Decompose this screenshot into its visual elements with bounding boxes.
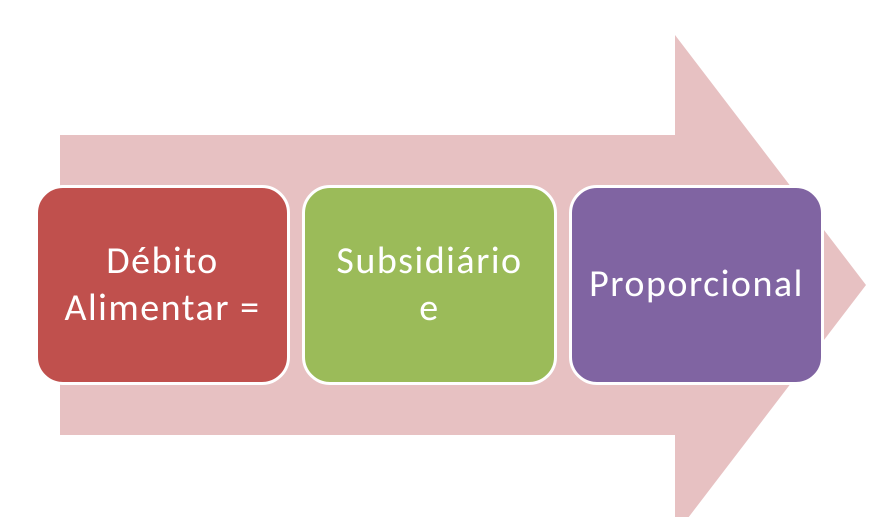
box-proporcional-line1: Proporcional	[589, 261, 804, 309]
box-debito-line2: Alimentar =	[64, 285, 260, 333]
box-subsidiario: Subsidiário e	[302, 185, 557, 385]
box-subsidiario-line1: Subsidiário	[336, 238, 522, 286]
box-proporcional-text: Proporcional	[589, 261, 804, 309]
box-row: Débito Alimentar = Subsidiário e Proporc…	[35, 185, 824, 385]
box-subsidiario-text: Subsidiário e	[336, 238, 522, 333]
box-debito-line1: Débito	[64, 238, 260, 286]
box-debito-text: Débito Alimentar =	[64, 238, 260, 333]
diagram-canvas: Débito Alimentar = Subsidiário e Proporc…	[0, 0, 890, 517]
box-debito: Débito Alimentar =	[35, 185, 290, 385]
box-proporcional: Proporcional	[569, 185, 824, 385]
box-subsidiario-line2: e	[336, 285, 522, 333]
